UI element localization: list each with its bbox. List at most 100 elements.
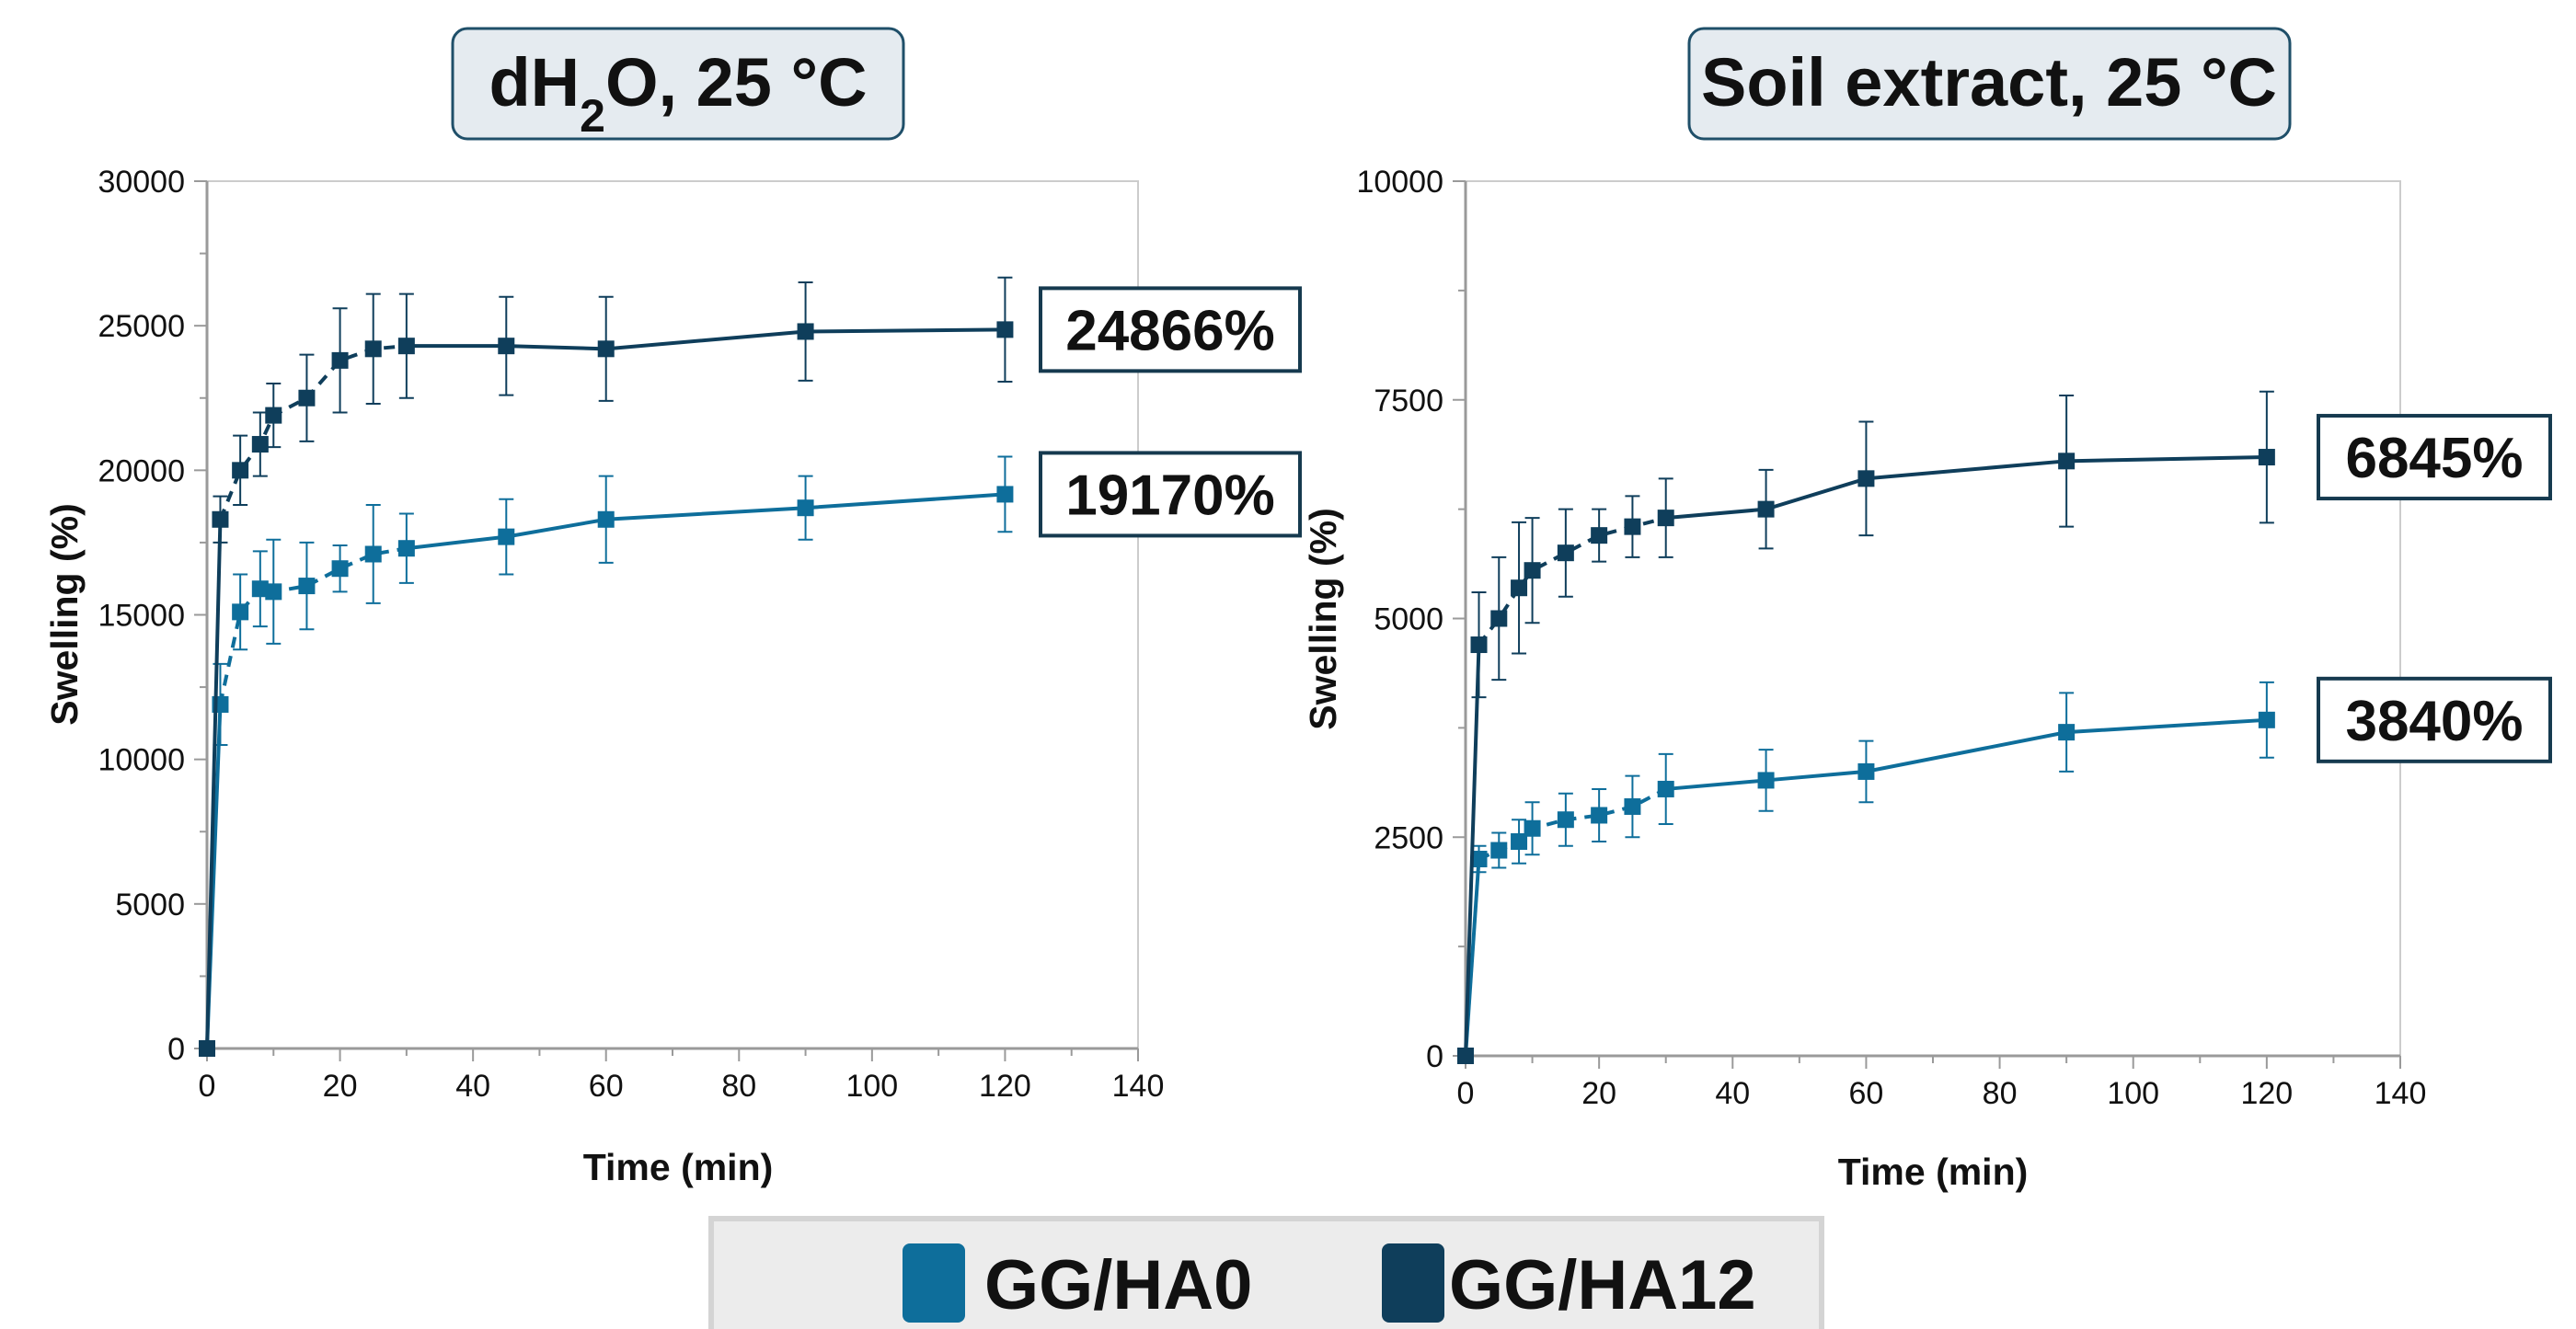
data-point	[498, 528, 515, 545]
data-point	[597, 340, 615, 358]
y-tick-label: 10000	[98, 743, 185, 778]
data-point	[2258, 449, 2275, 466]
data-point	[232, 603, 249, 621]
data-point	[1657, 510, 1674, 527]
series-line-solid	[406, 492, 1006, 551]
data-point	[1524, 562, 1541, 579]
end-value-box	[1039, 286, 1302, 373]
chart-title-box	[1687, 27, 2292, 141]
data-point	[265, 583, 282, 601]
data-point	[1557, 544, 1574, 562]
x-tick-label: 0	[199, 1069, 216, 1104]
x-tick-label: 40	[455, 1069, 490, 1104]
data-point	[2058, 453, 2076, 470]
y-tick-label: 7500	[1374, 384, 1443, 418]
y-axis-label: Swelling (%)	[1302, 508, 1344, 729]
data-point	[1457, 1048, 1474, 1064]
panel-dh2o: dH2O, 25 °C 0 20 40 60 80 100 120 1400500010000…	[43, 27, 1302, 1188]
chart-title-box	[451, 27, 905, 141]
y-tick-label: 2500	[1374, 820, 1443, 855]
end-value-box	[2317, 414, 2552, 501]
data-point	[1490, 842, 1508, 859]
data-point	[1470, 851, 1488, 868]
y-tick-label: 10000	[1356, 165, 1443, 200]
data-point	[1511, 833, 1528, 851]
end-labels: 3840% 6845%	[2317, 414, 2552, 763]
series-gg-ha0	[1457, 681, 2275, 1064]
data-point	[1857, 470, 1875, 487]
data-point	[364, 340, 382, 358]
end-value-box	[2317, 676, 2552, 763]
data-point	[1591, 807, 1608, 824]
y-tick-label: 0	[167, 1032, 185, 1067]
plot-frame	[1465, 180, 2401, 1057]
data-point	[251, 580, 269, 598]
end-value-label: 19170%	[1065, 464, 1275, 527]
data-point	[265, 407, 282, 424]
data-point	[1857, 762, 1875, 780]
x-tick-label: 40	[1715, 1076, 1750, 1111]
legend-swatch-gg-ha0	[903, 1243, 965, 1323]
data-point	[1591, 527, 1608, 544]
x-axis-label: Time (min)	[583, 1146, 774, 1188]
data-point	[232, 462, 249, 479]
data-point	[1757, 500, 1775, 518]
data-point	[2258, 711, 2275, 728]
y-axis-label: Swelling (%)	[43, 503, 86, 725]
legend-label-gg-ha12: GG/HA12	[1449, 1246, 1756, 1324]
y-tick-label: 5000	[1374, 602, 1443, 637]
plot-frame	[206, 180, 1139, 1049]
data-point	[498, 338, 515, 355]
data-point	[1524, 819, 1541, 837]
series-gg-ha0	[199, 455, 1014, 1057]
x-tick-label: 100	[845, 1069, 898, 1104]
data-point	[1511, 579, 1528, 597]
x-tick-label: 140	[2375, 1076, 2427, 1111]
data-point	[996, 486, 1014, 503]
data-point	[397, 338, 415, 355]
y-tick-label: 25000	[98, 309, 185, 344]
data-point	[2058, 724, 2076, 741]
data-point	[298, 389, 316, 407]
end-value-box	[1039, 451, 1302, 538]
data-point	[1470, 636, 1488, 654]
y-tick-label: 20000	[98, 453, 185, 488]
axes: 0 20 40 60 80 100 120 140 0 5000 10000 15000 20000 25…	[98, 165, 1164, 1104]
data-point	[298, 578, 316, 595]
data-point	[797, 323, 814, 340]
data-point	[331, 351, 349, 369]
x-axis-label: Time (min)	[1838, 1151, 2029, 1193]
end-value-label: 3840%	[2345, 690, 2523, 753]
series-gg-ha12	[1457, 390, 2275, 1064]
y-tick-label: 5000	[115, 888, 185, 922]
legend-box	[708, 1216, 1824, 1329]
data-point	[1757, 772, 1775, 789]
data-point	[1657, 780, 1674, 797]
data-point	[331, 560, 349, 578]
x-tick-label: 100	[2107, 1076, 2159, 1111]
y-tick-label: 30000	[98, 165, 185, 200]
series-line-initial	[1464, 644, 1481, 1057]
x-tick-label: 60	[1849, 1076, 1884, 1111]
data-point	[212, 510, 229, 528]
y-tick-label: 15000	[98, 599, 185, 634]
data-point	[1624, 797, 1641, 815]
axes: 0 20 40 60 80 100 120 140 0 2500 5000 7500 10000	[1356, 165, 2426, 1111]
data-point	[251, 436, 269, 453]
panel-soil-extract: Soil extract, 25 °C 0 20 40 60 80 100 120 140 0 2…	[1302, 27, 2552, 1193]
series-line-dashed	[218, 344, 408, 521]
data-point	[364, 545, 382, 563]
data-point	[1624, 518, 1641, 535]
x-tick-label: 120	[2240, 1076, 2293, 1111]
legend-label-gg-ha0: GG/HA0	[984, 1246, 1252, 1324]
x-tick-label: 60	[589, 1069, 624, 1104]
x-tick-label: 20	[323, 1069, 358, 1104]
x-tick-label: 20	[1581, 1076, 1616, 1111]
series-line-solid	[1665, 455, 2267, 521]
series-line-initial	[205, 519, 223, 1049]
chart-title: Soil extract, 25 °C	[1701, 44, 2277, 120]
series-layer	[199, 276, 1014, 1057]
series-layer	[1457, 390, 2275, 1064]
x-tick-label: 80	[1983, 1076, 2018, 1111]
data-point	[996, 321, 1014, 338]
